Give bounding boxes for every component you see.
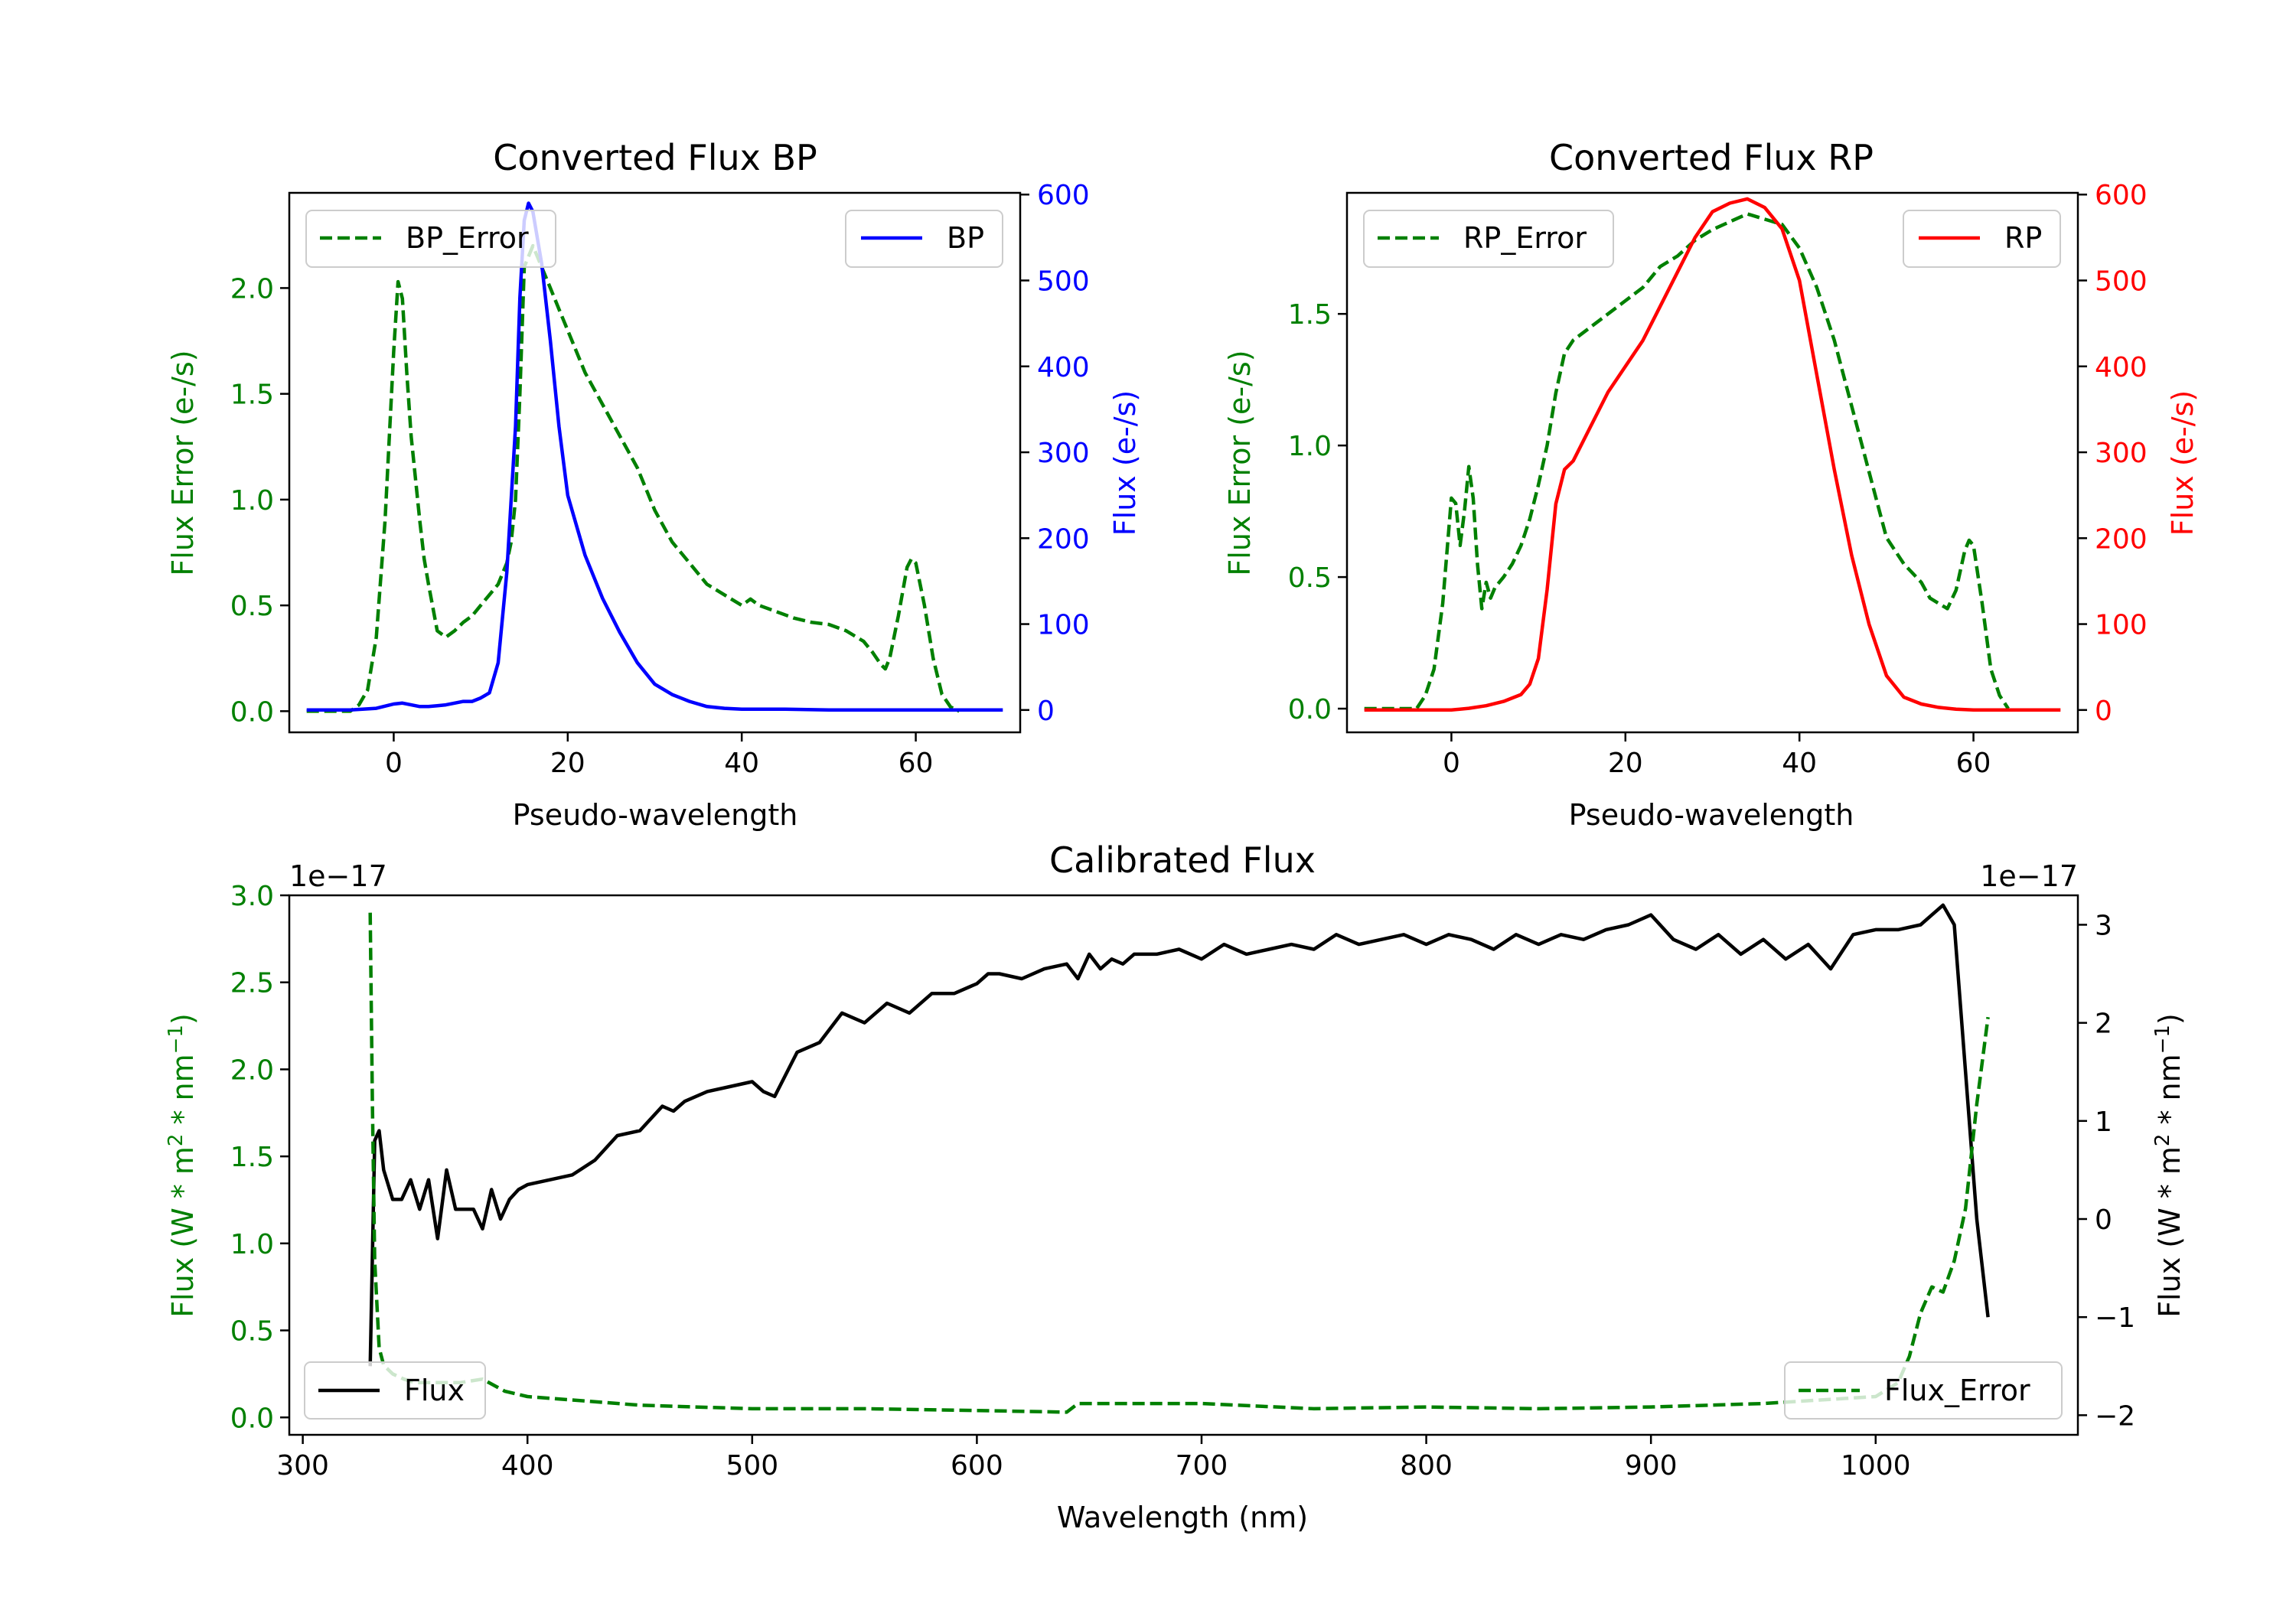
rp-y-tick-label-right: 400 [2095,352,2148,383]
bp-y-tick-label-right: 200 [1037,523,1090,555]
bp-x-tick-label: 60 [899,748,934,779]
calibrated-y-tick-label-left: 1.0 [230,1229,274,1260]
calibrated-x-tick-label: 600 [951,1450,1003,1482]
rp-legend: RP [1903,210,2061,268]
rp-y-tick-label-right: 600 [2095,180,2148,211]
bp-x-tick-label: 0 [385,748,403,779]
calibrated-x-tick-label: 400 [501,1450,554,1482]
rp-y-tick-label-left: 0.5 [1288,562,1332,594]
calibrated-offset-left: 1e−17 [289,859,387,893]
rp-y-axis-label-right: Flux (e-/s) [2166,390,2200,536]
calibrated-y-axis-label-left: Flux (W * m2 * nm−1) [165,1013,200,1318]
flux-legend-label: Flux [404,1374,465,1407]
bp-x-tick-label: 40 [724,748,759,779]
flux-legend: Flux [304,1361,486,1420]
calibrated-y-tick-label-left: 1.5 [230,1142,274,1173]
calibrated-offset-right: 1e−17 [1980,859,2078,893]
calibrated-y-tick-label-right: 3 [2095,910,2112,941]
calibrated-flux-error-line [368,912,1990,1414]
bp-y-axis-label-right: Flux (e-/s) [1108,390,1142,536]
bp-bp-error-line [306,243,960,713]
calibrated-y-tick-label-left: 2.5 [230,968,274,999]
rp-error-legend-label: RP_Error [1463,221,1587,255]
bp-y-tick-label-left: 1.5 [230,380,274,411]
calibrated-y-tick-label-left: 0.5 [230,1316,274,1348]
rp-x-tick-label: 0 [1443,748,1460,779]
calibrated-y-tick-label-left: 0.0 [230,1403,274,1434]
calibrated-x-tick-label: 700 [1176,1450,1228,1482]
rp-rp-error-line [1364,212,2010,711]
rp-y-tick-label-left: 1.0 [1288,431,1332,462]
bp-plot-frame [288,191,1022,734]
bp-y-tick-label-right: 600 [1037,180,1090,211]
bp-y-tick-label-right: 100 [1037,610,1090,641]
bp-bp-line [306,201,1003,712]
calibrated-y-tick-label-right: 2 [2095,1009,2112,1040]
rp-y-tick-label-right: 0 [2095,696,2112,727]
calibrated-panel: Calibrated Flux 300 400 500 600 700 800 900 100… [165,839,2187,1534]
calibrated-y-tick-label-right: 0 [2095,1204,2112,1236]
rp-y-tick-label-right: 200 [2095,523,2148,555]
rp-y-tick-label-right: 300 [2095,438,2148,469]
rp-panel: Converted Flux RP 0 20 40 60 0.0 0.5 1.0 1.5 0… [1223,137,2200,832]
calibrated-x-tick-label: 800 [1400,1450,1453,1482]
bp-x-axis-label: Pseudo-wavelength [513,798,798,832]
flux-error-legend-label: Flux_Error [1884,1374,2030,1407]
rp-x-tick-label: 60 [1956,748,1991,779]
bp-y-tick-label-right: 500 [1037,266,1090,298]
calibrated-title: Calibrated Flux [1049,839,1316,881]
rp-plot-frame [1345,191,2079,734]
calibrated-y-tick-label-left: 2.0 [230,1054,274,1086]
rp-y-tick-label-right: 500 [2095,266,2148,298]
calibrated-flux-line [368,903,1990,1367]
rp-legend-label: RP [2004,221,2042,255]
calibrated-y-axis-label-right: Flux (W * m2 * nm−1) [2151,1013,2187,1318]
flux-error-legend: Flux_Error [1784,1361,2063,1420]
rp-title: Converted Flux RP [1549,137,1874,178]
rp-y-tick-label-right: 100 [2095,610,2148,641]
bp-x-tick-label: 20 [550,748,585,779]
calibrated-plot-frame [288,894,2079,1436]
bp-y-tick-label-right: 300 [1037,438,1090,469]
rp-y-tick-label-left: 1.5 [1288,299,1332,331]
rp-rp-line [1364,197,2061,712]
calibrated-y-tick-label-right: −1 [2095,1302,2135,1334]
calibrated-y-tick-label-left: 3.0 [230,881,274,912]
bp-y-tick-label-right: 400 [1037,352,1090,383]
rp-y-axis-label-left: Flux Error (e-/s) [1223,350,1257,575]
bp-error-legend-label: BP_Error [406,221,529,255]
bp-error-legend: BP_Error [305,210,556,268]
bp-legend: BP [845,210,1003,268]
calibrated-x-tick-label: 1000 [1841,1450,1911,1482]
bp-y-tick-label-left: 0.5 [230,591,274,622]
bp-y-tick-label-left: 0.0 [230,696,274,728]
bp-legend-label: BP [947,221,984,255]
bp-y-tick-label-left: 2.0 [230,273,274,305]
rp-x-axis-label: Pseudo-wavelength [1569,798,1854,832]
calibrated-x-tick-label: 500 [726,1450,778,1482]
calibrated-y-tick-label-right: −2 [2095,1400,2135,1432]
calibrated-x-tick-label: 900 [1625,1450,1678,1482]
bp-y-tick-label-right: 0 [1037,696,1055,727]
bp-y-axis-label-left: Flux Error (e-/s) [166,350,200,575]
rp-x-tick-label: 20 [1608,748,1643,779]
rp-y-tick-label-left: 0.0 [1288,694,1332,725]
calibrated-x-axis-label: Wavelength (nm) [1057,1501,1308,1534]
calibrated-y-tick-label-right: 1 [2095,1107,2112,1138]
rp-x-tick-label: 40 [1782,748,1817,779]
bp-panel: Converted Flux BP 0 20 40 60 0.0 0.5 1.0 1.5 2.… [166,137,1142,832]
calibrated-x-tick-label: 300 [276,1450,329,1482]
rp-error-legend: RP_Error [1363,210,1614,268]
bp-title: Converted Flux BP [493,137,817,178]
bp-y-tick-label-left: 1.0 [230,485,274,517]
